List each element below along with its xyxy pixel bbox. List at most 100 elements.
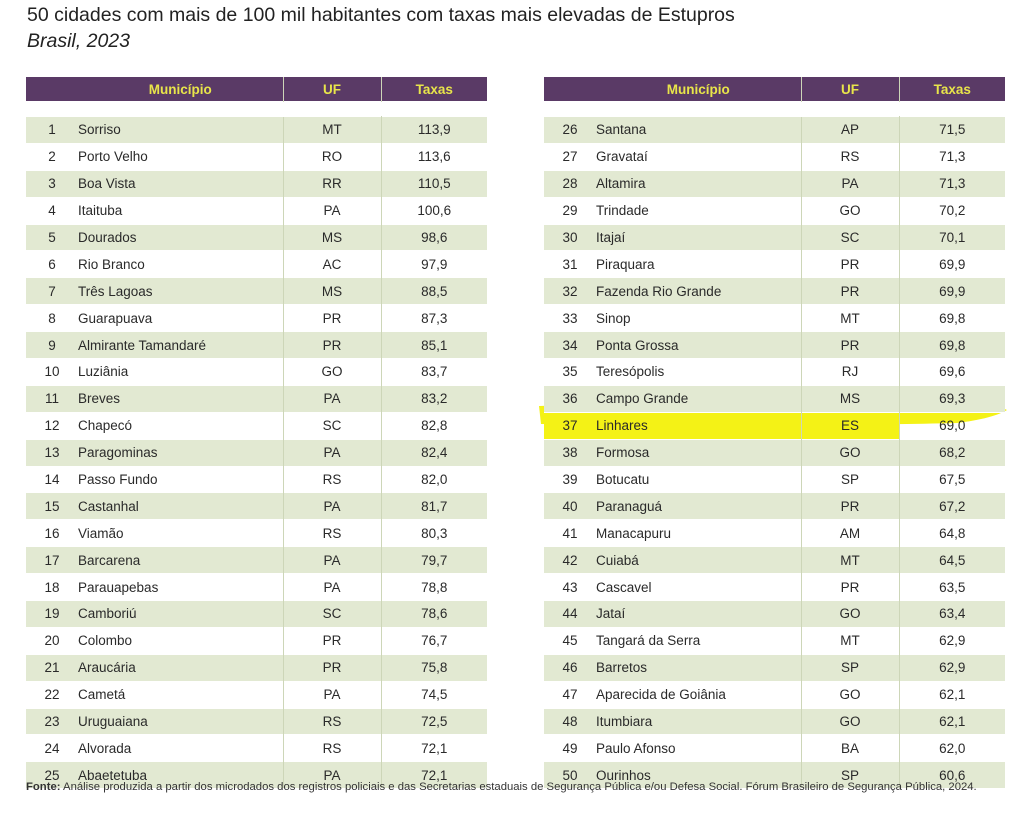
uf-cell: PA [282, 680, 382, 709]
rank-cell: 43 [544, 573, 596, 601]
taxa-cell: 83,2 [381, 384, 487, 413]
rank-cell: 50 [544, 761, 596, 789]
table-row: 26 Santana AP 71,5 [544, 116, 1005, 144]
table-row: 2 Porto Velho RO 113,6 [26, 142, 487, 171]
uf-cell: MT [800, 546, 900, 574]
taxa-cell: 69,9 [899, 277, 1005, 305]
municipio-cell: Araucária [78, 653, 283, 682]
table-row: 5 Dourados MS 98,6 [26, 223, 487, 251]
table-row: 15 Castanhal PA 81,7 [26, 492, 487, 520]
rank-cell: 17 [26, 546, 78, 574]
table-row: 32 Fazenda Rio Grande PR 69,9 [544, 277, 1005, 305]
taxa-cell: 62,9 [899, 653, 1005, 682]
taxa-cell: 60,6 [899, 761, 1005, 789]
rank-cell: 3 [26, 169, 78, 198]
uf-cell: PR [800, 250, 900, 278]
source-note: Fonte: Análise produzida a partir dos mi… [26, 781, 977, 793]
uf-cell: MS [282, 223, 382, 251]
municipio-cell: Piraquara [596, 250, 801, 278]
rank-cell: 15 [26, 492, 78, 520]
uf-cell: GO [800, 680, 900, 709]
ranking-table-right: Município UF Taxas 26 Santana AP 71,5 27 Grav… [544, 77, 1005, 789]
uf-cell: PR [800, 492, 900, 520]
municipio-cell: Barcarena [78, 546, 283, 574]
taxa-cell: 69,3 [899, 384, 1005, 413]
rank-cell: 30 [544, 223, 596, 251]
table-row: 31 Piraquara PR 69,9 [544, 250, 1005, 278]
taxa-cell: 72,1 [381, 734, 487, 762]
rank-cell: 34 [544, 331, 596, 359]
rank-cell: 6 [26, 250, 78, 278]
header-uf: UF [282, 77, 382, 102]
taxa-cell: 63,4 [899, 600, 1005, 628]
rank-cell: 29 [544, 196, 596, 225]
table-row: 49 Paulo Afonso BA 62,0 [544, 734, 1005, 762]
uf-cell: RS [282, 734, 382, 762]
rank-cell: 2 [26, 142, 78, 171]
rank-cell: 41 [544, 519, 596, 547]
table-row: 35 Teresópolis RJ 69,6 [544, 358, 1005, 386]
rank-cell: 7 [26, 277, 78, 305]
table-row: 50 Ourinhos SP 60,6 [544, 761, 1005, 789]
municipio-cell: Uruguaiana [78, 707, 283, 735]
uf-cell: RS [800, 142, 900, 171]
uf-cell: PA [282, 196, 382, 225]
municipio-cell: Santana [596, 116, 801, 144]
uf-cell: MT [800, 626, 900, 655]
municipio-cell: Barretos [596, 653, 801, 682]
table-row: 36 Campo Grande MS 69,3 [544, 384, 1005, 413]
uf-cell: PA [282, 438, 382, 467]
rank-cell: 1 [26, 116, 78, 144]
header-municipio: Município [596, 77, 801, 102]
taxa-cell: 100,6 [381, 196, 487, 225]
table-row: 37 Linhares ES 69,0 [544, 411, 1005, 440]
rank-cell: 38 [544, 438, 596, 467]
rank-cell: 16 [26, 519, 78, 547]
municipio-cell: Tangará da Serra [596, 626, 801, 655]
table-row: 22 Cametá PA 74,5 [26, 680, 487, 709]
municipio-cell: Camboriú [78, 600, 283, 628]
rank-cell: 25 [26, 761, 78, 789]
rank-cell: 12 [26, 411, 78, 440]
table-row: 43 Cascavel PR 63,5 [544, 573, 1005, 601]
municipio-cell: Ourinhos [596, 761, 801, 789]
municipio-cell: Fazenda Rio Grande [596, 277, 801, 305]
uf-cell: MT [282, 116, 382, 144]
municipio-cell: Chapecó [78, 411, 283, 440]
taxa-cell: 71,3 [899, 169, 1005, 198]
table-row: 42 Cuiabá MT 64,5 [544, 546, 1005, 574]
municipio-cell: Itaituba [78, 196, 283, 225]
municipio-cell: Itumbiara [596, 707, 801, 735]
rank-cell: 36 [544, 384, 596, 413]
ranking-table-left: Município UF Taxas 1 Sorriso MT 113,9 2 Porto… [26, 77, 487, 789]
header-rank [544, 77, 596, 102]
taxa-cell: 81,7 [381, 492, 487, 520]
municipio-cell: Dourados [78, 223, 283, 251]
taxa-cell: 113,6 [381, 142, 487, 171]
municipio-cell: Paulo Afonso [596, 734, 801, 762]
municipio-cell: Cametá [78, 680, 283, 709]
table-row: 38 Formosa GO 68,2 [544, 438, 1005, 467]
table-row: 40 Paranaguá PR 67,2 [544, 492, 1005, 520]
uf-cell: SC [282, 600, 382, 628]
municipio-cell: Manacapuru [596, 519, 801, 547]
table-header-row: Município UF Taxas [544, 77, 1005, 102]
uf-cell: PR [282, 331, 382, 359]
rank-cell: 8 [26, 304, 78, 332]
rank-cell: 11 [26, 384, 78, 413]
rank-cell: 13 [26, 438, 78, 467]
municipio-cell: Sorriso [78, 116, 283, 144]
municipio-cell: Formosa [596, 438, 801, 467]
table-spacer-row [544, 101, 1005, 117]
municipio-cell: Porto Velho [78, 142, 283, 171]
taxa-cell: 63,5 [899, 573, 1005, 601]
uf-cell: PA [282, 573, 382, 601]
rank-cell: 24 [26, 734, 78, 762]
rank-cell: 40 [544, 492, 596, 520]
uf-cell: PA [282, 384, 382, 413]
header-uf: UF [800, 77, 900, 102]
uf-cell: PR [282, 653, 382, 682]
page-title: 50 cidades com mais de 100 mil habitante… [27, 4, 735, 26]
rank-cell: 33 [544, 304, 596, 332]
taxa-cell: 70,2 [899, 196, 1005, 225]
